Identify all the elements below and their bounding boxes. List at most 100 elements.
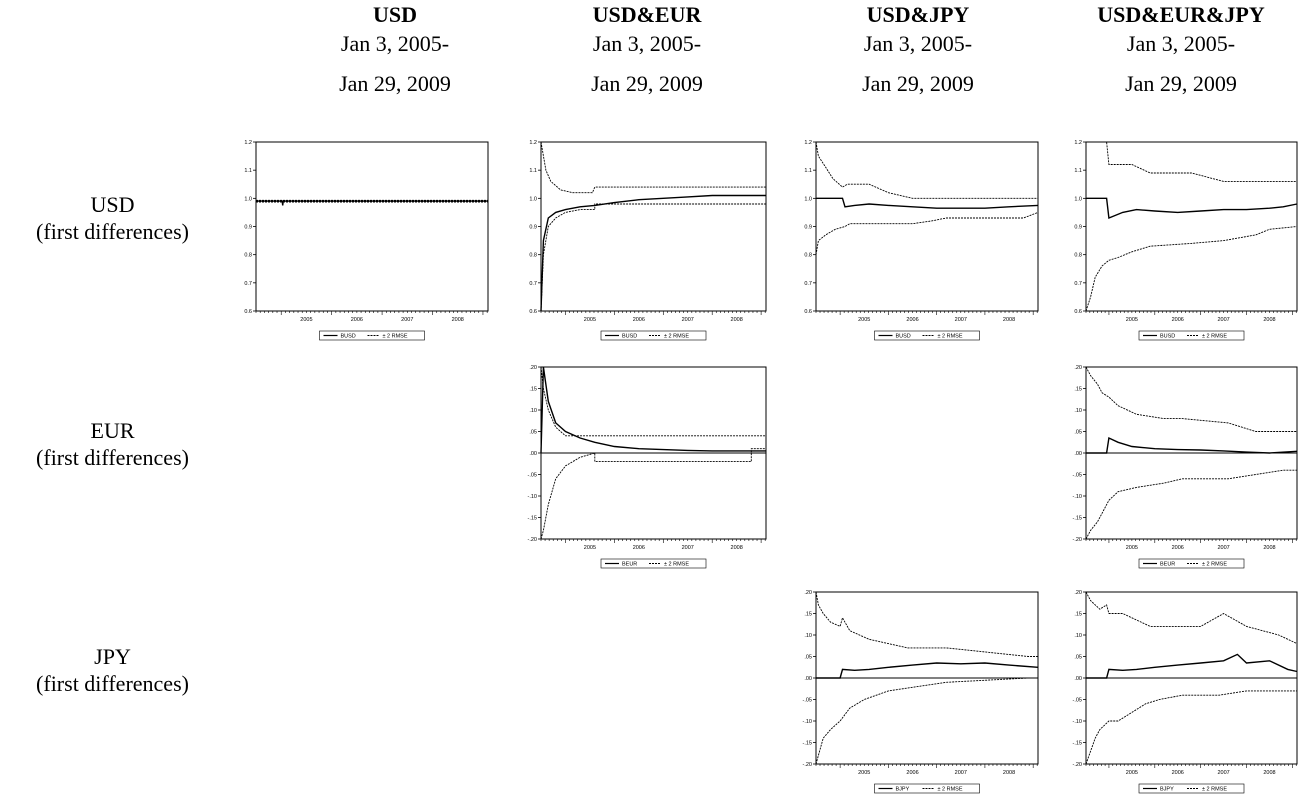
legend-label: ± 2 RMSE (938, 787, 963, 793)
column-date-end: Jan 29, 2009 (1125, 71, 1237, 96)
y-tick-label: .00 (804, 676, 812, 682)
rmse-band-line (1085, 469, 1297, 540)
rmse-band-line (815, 141, 1038, 199)
x-tick-label: 2006 (906, 317, 918, 323)
y-tick-label: .00 (1074, 676, 1082, 682)
y-tick-label: 1.0 (1074, 196, 1082, 202)
y-tick-label: .05 (1074, 655, 1082, 661)
y-tick-label: 1.2 (244, 140, 252, 146)
y-tick-label: 1.1 (804, 168, 812, 174)
x-tick-label: 2005 (1126, 545, 1138, 551)
legend-label: BJPY (1160, 787, 1174, 793)
row-label-note: (first differences) (36, 445, 189, 470)
rmse-band-line (815, 677, 1038, 765)
rmse-band-line (815, 211, 1039, 255)
plot-frame (540, 141, 767, 312)
column-date-end: Jan 29, 2009 (339, 71, 451, 96)
y-tick-label: 0.8 (1074, 253, 1082, 259)
rmse-band-line (540, 366, 766, 437)
y-tick-label: 0.8 (244, 253, 252, 259)
y-tick-label: 0.9 (244, 225, 252, 231)
row-label-usd: USD (first differences) (0, 191, 225, 245)
rmse-band-line (1085, 226, 1298, 312)
legend-label: ± 2 RMSE (664, 334, 689, 340)
chart-usd-eur-busd: 0.6 0.7 0.8 0.9 1.0 1.1 1.2 2005 2006 2007 2008 BUS… (529, 140, 767, 341)
x-tick-label: 2008 (731, 545, 743, 551)
legend-label: BUSD (341, 334, 356, 340)
chart-usd-busd: 0.6 0.7 0.8 0.9 1.0 1.1 1.2 2005 2006 2007 2008 BUS… (244, 140, 489, 341)
row-label-note: (first differences) (36, 671, 189, 696)
y-tick-label: 0.9 (529, 225, 537, 231)
series-line (816, 662, 1039, 679)
column-date-end: Jan 29, 2009 (591, 71, 703, 96)
y-tick-label: -.15 (1073, 516, 1082, 522)
column-heading-usd-jpy: USD&JPY Jan 3, 2005- Jan 29, 2009 (808, 0, 1028, 98)
series-line (1086, 653, 1298, 679)
x-tick-label: 2006 (1172, 545, 1184, 551)
y-tick-label: 1.0 (244, 196, 252, 202)
y-tick-label: -.10 (1073, 719, 1082, 725)
x-tick-label: 2005 (584, 317, 596, 323)
y-tick-label: 1.0 (804, 196, 812, 202)
row-label-currency: EUR (90, 418, 135, 443)
y-tick-label: .10 (529, 408, 537, 414)
column-title: USD&JPY (866, 2, 970, 27)
x-tick-label: 2008 (452, 317, 464, 323)
x-tick-label: 2007 (1217, 317, 1229, 323)
column-date-start: Jan 3, 2005- (340, 31, 450, 56)
legend-label: ± 2 RMSE (1202, 787, 1227, 793)
chart-usd-jpy-bjpy: -.20 -.15 -.10 -.05 .00 .05 .10 .15 .20 2005 2006 2… (803, 590, 1039, 794)
x-tick-label: 2008 (1003, 317, 1015, 323)
row-label-note: (first differences) (36, 219, 189, 244)
x-tick-label: 2008 (1003, 770, 1015, 776)
y-tick-label: -.10 (528, 494, 537, 500)
row-label-jpy: JPY (first differences) (0, 643, 225, 697)
chart-usd-jpy-busd: 0.6 0.7 0.8 0.9 1.0 1.1 1.2 2005 2006 2007 2008 BUS… (804, 140, 1039, 341)
series-line (256, 200, 488, 206)
legend-label: ± 2 RMSE (1202, 334, 1227, 340)
y-tick-label: 0.7 (529, 281, 537, 287)
x-tick-label: 2006 (906, 770, 918, 776)
x-tick-label: 2007 (682, 545, 694, 551)
rmse-band-line (540, 141, 766, 194)
series-line (540, 194, 766, 312)
y-tick-label: -.20 (803, 762, 812, 768)
y-tick-label: 0.7 (1074, 281, 1082, 287)
y-tick-label: 0.9 (1074, 225, 1082, 231)
rmse-band-line (815, 591, 1038, 657)
y-tick-label: .15 (1074, 612, 1082, 618)
column-heading-usd: USD Jan 3, 2005- Jan 29, 2009 (285, 0, 505, 98)
x-tick-label: 2008 (731, 317, 743, 323)
y-tick-label: 0.6 (529, 309, 537, 315)
legend-label: ± 2 RMSE (938, 334, 963, 340)
y-tick-label: .20 (1074, 365, 1082, 371)
row-label-currency: USD (90, 192, 135, 217)
y-tick-label: .20 (1074, 590, 1082, 596)
y-tick-label: .05 (804, 655, 812, 661)
series-line (1086, 436, 1298, 454)
x-tick-label: 2005 (858, 317, 870, 323)
x-tick-label: 2008 (1263, 317, 1275, 323)
y-tick-label: -.10 (1073, 494, 1082, 500)
legend-label: BUSD (1160, 334, 1175, 340)
y-tick-label: 1.2 (804, 140, 812, 146)
x-tick-label: 2007 (1217, 545, 1229, 551)
y-tick-label: .00 (1074, 451, 1082, 457)
y-tick-label: .10 (804, 633, 812, 639)
x-tick-label: 2007 (1217, 770, 1229, 776)
y-tick-label: 0.6 (1074, 309, 1082, 315)
rmse-band-line (540, 448, 766, 540)
series-line (1086, 197, 1298, 219)
y-tick-label: -.05 (803, 698, 812, 704)
y-tick-label: .15 (529, 387, 537, 393)
plot-frame (1085, 141, 1298, 312)
x-tick-label: 2006 (1172, 770, 1184, 776)
chart-usd-eur-jpy-beur: -.20 -.15 -.10 -.05 .00 .05 .10 .15 .20 2005 2006 2… (1073, 365, 1298, 569)
rmse-band-line (1085, 366, 1297, 432)
y-tick-label: 1.0 (529, 196, 537, 202)
y-tick-label: -.15 (528, 516, 537, 522)
y-tick-label: 1.2 (1074, 140, 1082, 146)
legend-label: BEUR (1160, 562, 1175, 568)
y-tick-label: -.20 (1073, 762, 1082, 768)
y-tick-label: .15 (804, 612, 812, 618)
